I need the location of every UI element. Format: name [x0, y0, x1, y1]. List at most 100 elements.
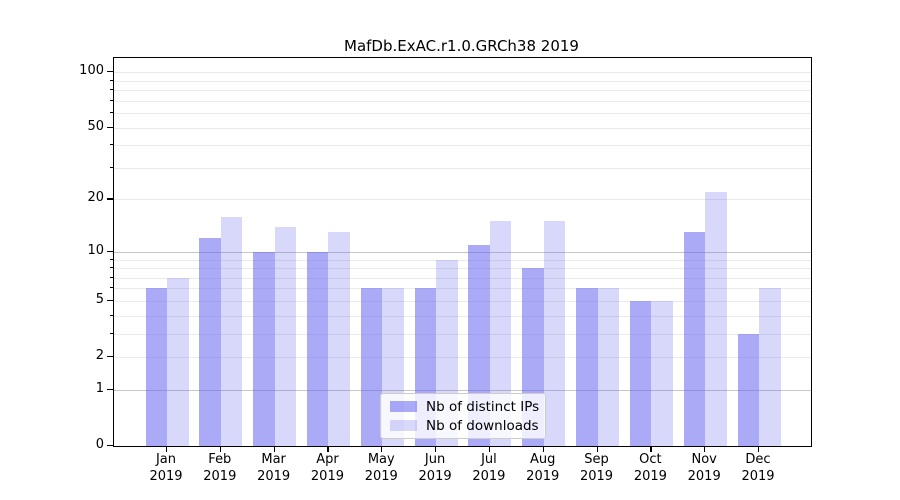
legend-item-downloads: Nb of downloads: [381, 418, 545, 434]
bar-distinct-ips: [253, 251, 275, 446]
x-tick-mark: [273, 446, 275, 452]
x-tick-label-line: 2019: [526, 468, 560, 484]
x-tick-label: Feb 2019: [192, 452, 248, 485]
x-tick-label-line: Apr: [316, 452, 339, 467]
bar-distinct-ips: [683, 232, 706, 446]
y-minor-tick-mark: [109, 258, 113, 260]
bar-downloads: [489, 221, 512, 446]
x-tick-label-line: 2019: [364, 468, 398, 484]
x-tick-mark: [435, 446, 437, 452]
y-tick-mark: [107, 388, 113, 391]
x-tick-label: Oct 2019: [622, 452, 678, 485]
x-tick-label-line: 2019: [310, 468, 344, 484]
x-tick-label: Dec 2019: [730, 452, 786, 485]
gridline-minor: [114, 199, 811, 201]
x-tick-label-line: Oct: [639, 452, 662, 467]
y-tick-mark: [107, 250, 113, 252]
x-tick-label-line: 2019: [418, 468, 452, 484]
x-tick-label: Sep 2019: [569, 452, 625, 485]
gridline-minor: [114, 357, 811, 359]
x-tick-label-line: Dec: [745, 452, 771, 467]
legend-swatch-downloads: [390, 420, 417, 431]
y-tick-label: 1: [95, 380, 104, 396]
bar-downloads: [274, 226, 297, 446]
x-tick-mark: [488, 446, 491, 452]
x-tick-mark: [596, 446, 598, 452]
bar-downloads: [705, 192, 727, 446]
gridline-minor: [114, 268, 811, 270]
y-minor-tick-mark: [109, 267, 113, 269]
bar-distinct-ips: [199, 238, 221, 446]
y-minor-tick-mark: [109, 99, 113, 101]
y-tick-label: 10: [87, 242, 104, 258]
x-tick-label: Aug 2019: [515, 452, 571, 485]
bar-downloads: [597, 288, 620, 446]
legend-label-downloads: Nb of downloads: [426, 417, 539, 434]
x-tick-label-line: 2019: [257, 468, 291, 484]
chart-title: MafDb.ExAC.r1.0.GRCh38 2019: [344, 37, 579, 55]
y-tick-label: 100: [79, 63, 104, 79]
y-tick-mark: [107, 356, 113, 358]
gridline-major: [114, 389, 811, 391]
bar-downloads: [220, 216, 243, 446]
x-tick-mark: [542, 446, 544, 452]
x-tick-mark: [166, 446, 168, 452]
x-tick-label-line: Jul: [481, 452, 497, 467]
x-tick-label-line: Nov: [691, 452, 717, 467]
legend-item-distinct-ips: Nb of distinct IPs: [381, 399, 545, 415]
x-tick-label-line: 2019: [472, 468, 506, 484]
y-minor-tick-mark: [109, 276, 113, 278]
plot-area: Nb of distinct IPs Nb of downloads: [113, 57, 812, 447]
y-minor-tick-mark: [109, 112, 113, 114]
x-tick-mark: [758, 446, 760, 452]
y-minor-tick-mark: [109, 89, 113, 91]
x-tick-mark: [327, 446, 329, 452]
x-tick-label: Nov 2019: [676, 452, 732, 485]
gridline-minor: [114, 277, 811, 279]
x-tick-mark: [704, 446, 706, 452]
x-tick-mark: [381, 446, 383, 452]
x-tick-label: Jan 2019: [138, 452, 194, 485]
bar-downloads: [543, 221, 566, 446]
gridline-minor: [114, 288, 811, 290]
x-tick-label-line: Jan: [155, 452, 177, 467]
x-tick-mark: [219, 446, 221, 452]
y-tick-label: 5: [95, 291, 104, 307]
gridline-minor: [114, 145, 811, 147]
x-tick-label-line: May: [367, 452, 395, 467]
y-minor-tick-mark: [109, 287, 113, 289]
gridline-minor: [114, 333, 811, 335]
y-tick-label: 2: [95, 348, 104, 364]
x-tick-label-line: 2019: [633, 468, 667, 484]
x-tick-label-line: Aug: [530, 452, 556, 467]
x-tick-label-line: Jun: [424, 452, 446, 467]
gridline-minor: [114, 300, 811, 302]
gridline-major: [114, 251, 811, 253]
gridline-minor: [114, 80, 811, 82]
x-tick-label-line: 2019: [149, 468, 183, 484]
y-minor-tick-mark: [109, 166, 113, 168]
gridline-minor: [114, 72, 811, 74]
legend: Nb of distinct IPs Nb of downloads: [380, 393, 546, 439]
y-tick-label: 20: [87, 190, 104, 206]
bar-distinct-ips: [360, 288, 383, 446]
bar-distinct-ips: [576, 288, 598, 446]
bar-downloads: [328, 232, 350, 446]
gridline-minor: [114, 113, 811, 115]
y-minor-tick-mark: [109, 144, 113, 146]
y-minor-tick-mark: [109, 332, 113, 334]
x-tick-label-line: Mar: [261, 452, 286, 467]
x-tick-label-line: 2019: [687, 468, 721, 484]
gridline-minor: [114, 259, 811, 261]
legend-label-distinct-ips: Nb of distinct IPs: [426, 398, 540, 415]
y-tick-label: 50: [87, 118, 104, 134]
gridline-minor: [114, 90, 811, 92]
gridline-minor: [114, 315, 811, 317]
x-tick-label-line: 2019: [741, 468, 775, 484]
x-tick-label-line: Feb: [208, 452, 232, 467]
bar-downloads: [759, 288, 781, 446]
x-tick-mark: [650, 446, 652, 452]
x-tick-label: Mar 2019: [246, 452, 302, 485]
y-minor-tick-mark: [109, 79, 113, 81]
